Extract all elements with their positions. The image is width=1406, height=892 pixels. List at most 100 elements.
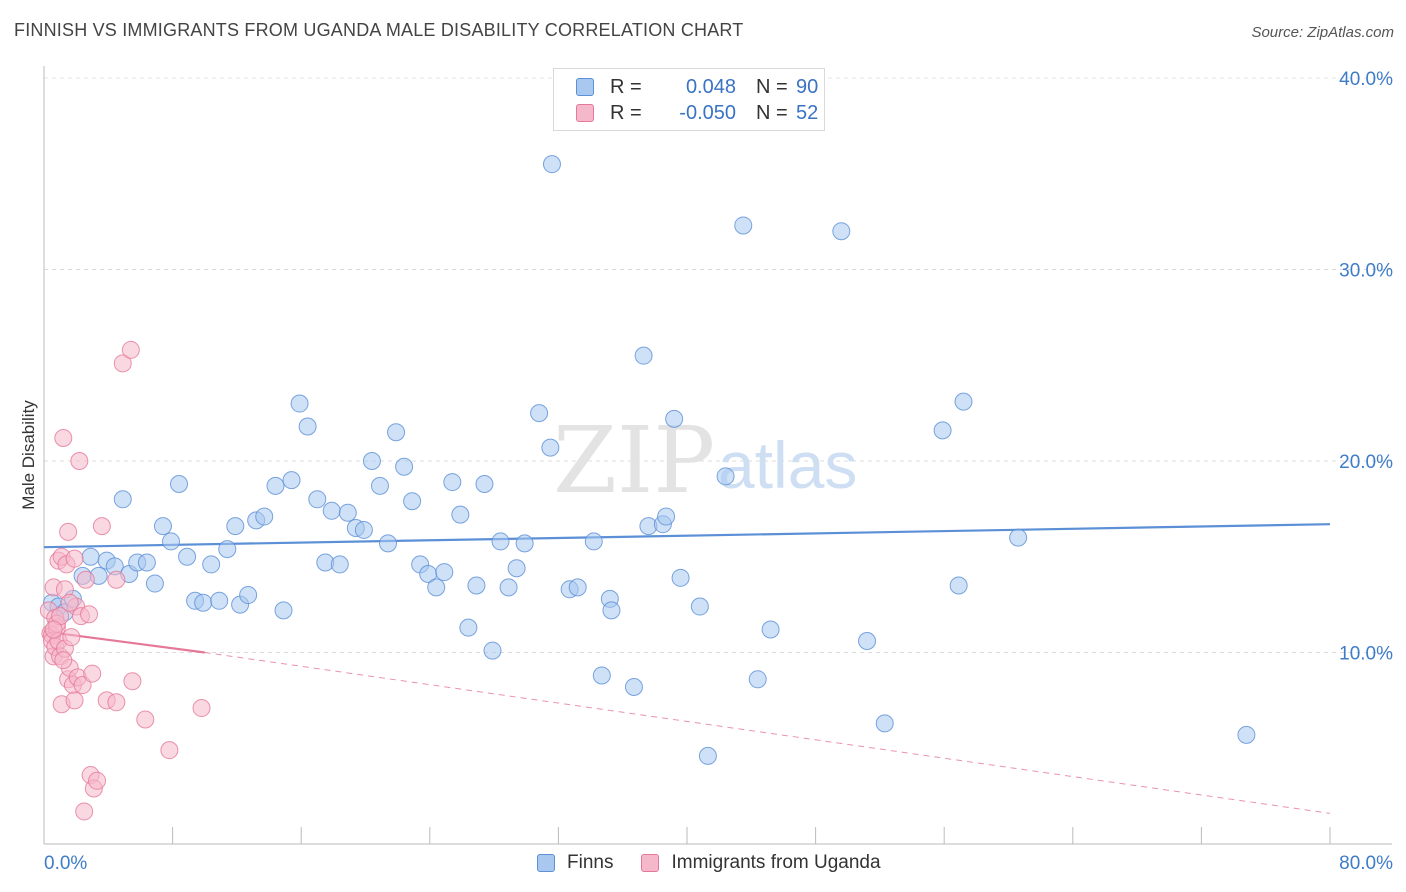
point-uganda: [123, 672, 142, 691]
point-finns: [210, 591, 229, 610]
point-uganda: [113, 354, 132, 373]
point-finns: [178, 547, 197, 566]
point-finns: [1237, 725, 1256, 744]
point-finns: [530, 404, 549, 423]
point-uganda: [62, 628, 81, 647]
point-uganda: [60, 593, 79, 612]
point-uganda: [92, 517, 111, 536]
point-finns: [255, 507, 274, 526]
point-finns: [624, 677, 643, 696]
point-finns: [266, 476, 285, 495]
source-credit: Source: ZipAtlas.com: [1251, 24, 1394, 41]
point-finns: [170, 474, 189, 493]
point-finns: [137, 553, 156, 572]
legend-r-value-finns: 0.048: [685, 75, 736, 98]
point-finns: [875, 714, 894, 733]
legend-r-value-uganda: -0.050: [679, 101, 736, 124]
point-finns: [690, 597, 709, 616]
point-finns: [657, 507, 676, 526]
point-finns: [161, 532, 180, 551]
bottom-legend-uganda[interactable]: Immigrants from Uganda: [641, 852, 881, 874]
point-finns: [542, 155, 561, 174]
point-finns: [467, 576, 486, 595]
point-uganda: [88, 771, 107, 790]
point-finns: [734, 216, 753, 235]
point-finns: [226, 517, 245, 536]
point-finns: [748, 670, 767, 689]
point-finns: [1009, 528, 1028, 547]
y-tick-label: 10.0%: [1339, 644, 1393, 665]
point-uganda: [80, 605, 99, 624]
point-finns: [634, 346, 653, 365]
point-finns: [954, 392, 973, 411]
point-finns: [387, 423, 406, 442]
point-finns: [475, 474, 494, 493]
point-uganda: [59, 522, 78, 541]
point-finns: [403, 492, 422, 511]
watermark-zip: ZIP: [553, 407, 715, 514]
x-tick-label: 0.0%: [44, 853, 87, 874]
y-tick-label: 40.0%: [1339, 69, 1393, 90]
legend: R = 0.048 N = 90 R = -0.050 N = 52: [553, 68, 825, 131]
point-finns: [507, 559, 526, 578]
legend-n-value-finns: 90: [796, 75, 819, 98]
trend-line: [43, 523, 1331, 549]
data-points: [39, 155, 1256, 821]
point-finns: [330, 555, 349, 574]
point-finns: [282, 471, 301, 490]
trend-lines: [43, 523, 1331, 814]
legend-swatch-uganda: [576, 104, 594, 122]
point-finns: [153, 517, 172, 536]
point-finns: [698, 746, 717, 765]
point-finns: [443, 473, 462, 492]
point-finns: [370, 476, 389, 495]
legend-r-label: R =: [610, 75, 642, 98]
point-finns: [949, 576, 968, 595]
legend-n-label: N =: [756, 101, 788, 124]
x-tick-label: 80.0%: [1339, 853, 1393, 874]
point-finns: [602, 601, 621, 620]
point-finns: [592, 666, 611, 685]
point-finns: [202, 555, 221, 574]
point-uganda: [54, 429, 73, 448]
point-finns: [338, 503, 357, 522]
point-finns: [362, 452, 381, 470]
point-finns: [239, 586, 258, 605]
point-finns: [194, 593, 213, 612]
point-uganda: [65, 691, 84, 710]
point-finns: [308, 490, 327, 509]
grid-lines: [44, 77, 1392, 653]
point-finns: [354, 520, 373, 539]
bottom-legend: Finns Immigrants from Uganda: [537, 852, 909, 874]
point-uganda: [75, 802, 94, 821]
point-uganda: [44, 620, 63, 639]
bottom-legend-swatch-uganda: [641, 854, 660, 872]
point-finns: [568, 578, 587, 597]
point-finns: [541, 438, 560, 457]
bottom-legend-finns[interactable]: Finns: [537, 852, 613, 874]
point-uganda: [73, 676, 92, 695]
y-tick-label: 20.0%: [1339, 452, 1393, 473]
point-finns: [933, 421, 952, 440]
point-uganda: [65, 549, 84, 568]
point-uganda: [76, 570, 95, 589]
point-uganda: [83, 664, 102, 683]
bottom-legend-swatch-finns: [537, 854, 555, 872]
trend-line-extended: [204, 652, 1331, 814]
watermark: ZIP atlas: [553, 407, 857, 514]
legend-r-label: R =: [610, 101, 642, 124]
point-uganda: [121, 340, 140, 359]
legend-swatch-finns: [576, 78, 594, 96]
bottom-legend-label-finns: Finns: [567, 852, 614, 873]
point-uganda: [107, 693, 126, 712]
point-uganda: [54, 651, 73, 670]
point-finns: [459, 618, 478, 637]
point-finns: [483, 641, 502, 660]
point-finns: [858, 632, 877, 651]
point-finns: [145, 574, 164, 593]
point-uganda: [70, 452, 89, 470]
point-finns: [298, 417, 317, 436]
point-finns: [379, 534, 398, 553]
point-finns: [584, 532, 603, 551]
